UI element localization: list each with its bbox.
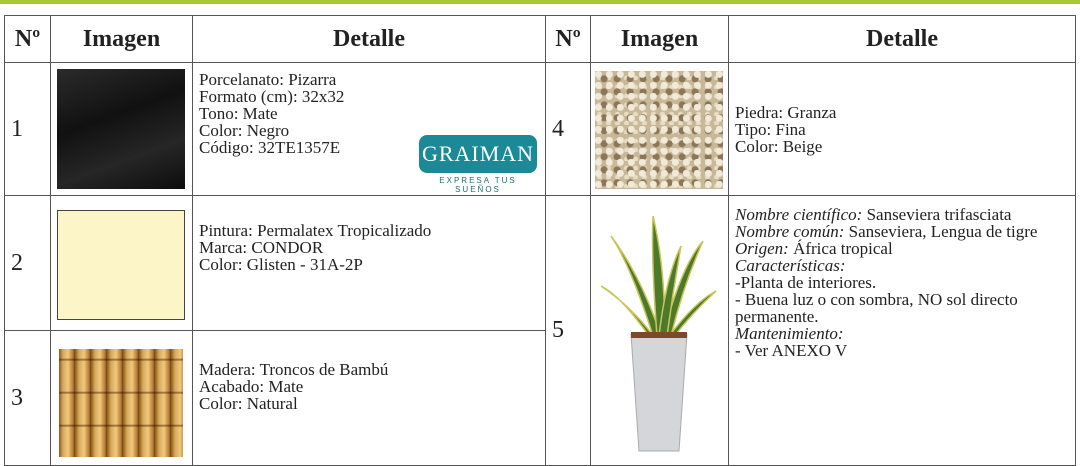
- number: 1: [4, 62, 51, 196]
- detail-line: - Ver ANEXO V: [735, 342, 1069, 359]
- detail-text: África tropical: [793, 239, 893, 258]
- plant-image: [600, 215, 717, 452]
- detail-label: Características:: [735, 256, 846, 275]
- header: Imagen: [50, 15, 193, 63]
- detail-line: Tono: Mate: [199, 104, 278, 123]
- detail-line: Mantenimiento:: [735, 325, 1069, 342]
- header: Nº: [545, 15, 591, 63]
- image-cell: [590, 62, 729, 196]
- number: 3: [4, 330, 51, 466]
- detail-line: Nombre científico: Sanseviera trifasciat…: [735, 206, 1069, 223]
- slate-image: [57, 69, 185, 189]
- detail: Piedra: Granza Tipo: Fina Color: Beige: [728, 62, 1076, 196]
- number: 2: [4, 195, 51, 331]
- detail-line: Origen: África tropical: [735, 240, 1069, 257]
- detail-label: Origen:: [735, 239, 789, 258]
- detail: Porcelanato: Pizarra Formato (cm): 32x32 T…: [192, 62, 546, 196]
- logo-brand: GRAIMAN: [419, 135, 537, 173]
- image-cell: [590, 195, 729, 466]
- detail-line: Acabado: Mate: [199, 377, 304, 396]
- detail: Pintura: Permalatex Tropicalizado Marca: …: [192, 195, 546, 331]
- detail-line: Características:: [735, 257, 1069, 274]
- logo-tagline: EXPRESA TUS SUEÑOS: [439, 176, 517, 194]
- gravel-image: [595, 71, 723, 189]
- image-cell: [50, 62, 193, 196]
- detail-line: Nombre común: Sanseviera, Lengua de tigr…: [735, 223, 1069, 240]
- number: 5: [545, 195, 591, 466]
- detail: Nombre científico: Sanseviera trifasciat…: [728, 195, 1076, 466]
- detail-line: Color: Beige: [735, 136, 823, 156]
- paint-image: [57, 210, 185, 320]
- detail-text: Sanseviera trifasciata: [866, 205, 1012, 224]
- detail-line: Porcelanato: Pizarra: [199, 70, 337, 89]
- logo: GRAIMAN EXPRESA TUS SUEÑOS: [416, 135, 540, 194]
- detail-line: Color: Glisten - 31A-2P: [199, 255, 363, 274]
- detail-text: - Buena luz o con sombra, NO sol directo…: [735, 290, 1018, 326]
- header: Detalle: [728, 15, 1076, 63]
- header: Imagen: [590, 15, 729, 63]
- detail-label: Nombre científico:: [735, 205, 863, 224]
- number: 4: [545, 62, 591, 196]
- detail-text: Sanseviera, Lengua de tigre: [848, 222, 1038, 241]
- detail-label: Nombre común:: [735, 222, 845, 241]
- header: Detalle: [192, 15, 546, 63]
- detail-line: Código: 32TE1357E: [199, 138, 341, 157]
- header: Nº: [4, 15, 51, 63]
- detail-line: - Buena luz o con sombra, NO sol directo…: [735, 291, 1069, 325]
- detail-line: Color: Natural: [199, 394, 298, 413]
- detail-text: - Ver ANEXO V: [735, 341, 848, 360]
- detail-text: -Planta de interiores.: [735, 273, 877, 292]
- image-cell: [50, 330, 193, 466]
- detail-line: Piedra: Granza: [735, 102, 837, 122]
- detail-line: Madera: Troncos de Bambú: [199, 360, 389, 379]
- top-bar: [0, 0, 1080, 4]
- detail-line: Marca: CONDOR: [199, 238, 324, 257]
- detail-line: Tipo: Fina: [735, 119, 806, 139]
- detail-line: Color: Negro: [199, 121, 290, 140]
- detail-line: -Planta de interiores.: [735, 274, 1069, 291]
- detail-label: Mantenimiento:: [735, 324, 844, 343]
- detail-line: Formato (cm): 32x32: [199, 87, 345, 106]
- bamboo-image: [59, 349, 183, 457]
- image-cell: [50, 195, 193, 331]
- detail: Madera: Troncos de Bambú Acabado: Mate Col…: [192, 330, 546, 466]
- detail-line: Pintura: Permalatex Tropicalizado: [199, 221, 432, 240]
